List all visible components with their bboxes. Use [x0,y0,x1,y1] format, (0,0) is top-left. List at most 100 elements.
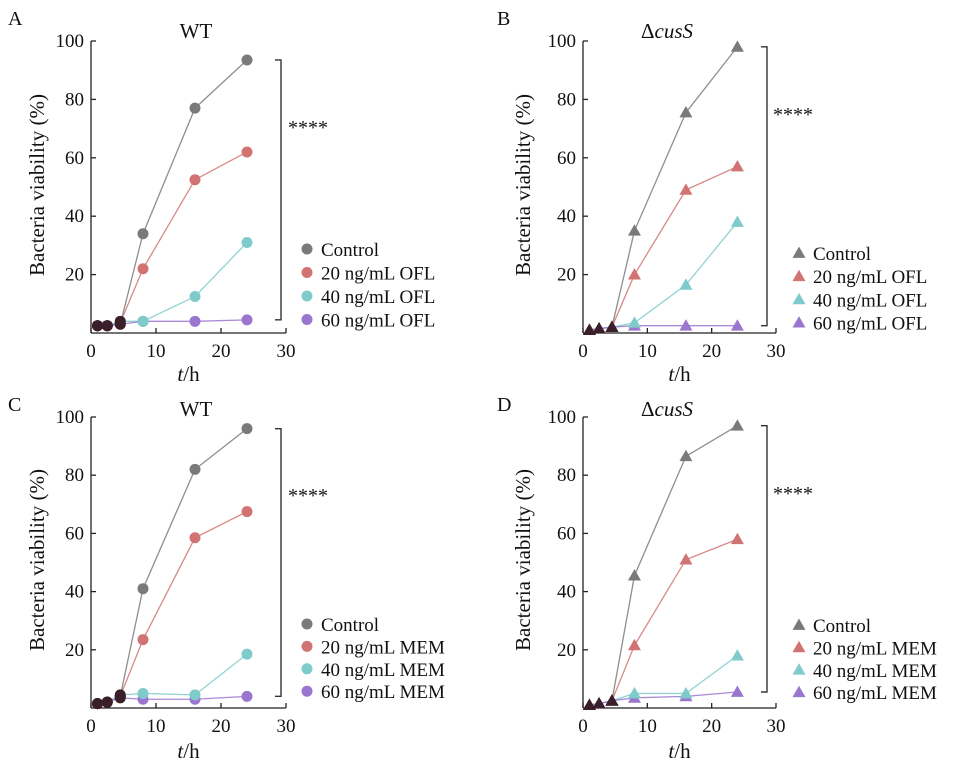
data-point [730,160,744,172]
chart-panel-c: C WT 20 40 60 80 100 0 10 20 30 Bacteria viability … [8,394,445,763]
data-point [582,698,596,710]
data-point [679,319,693,331]
significance-label: **** [288,485,328,507]
legend-marker [792,640,806,653]
y-tick-label: 20 [557,640,576,661]
y-tick-label: 60 [557,148,576,169]
y-tick-label: 40 [65,206,84,227]
legend-marker [301,314,313,325]
data-point [592,697,606,709]
series-line-2 [97,242,248,327]
x-axis-title-unit: /h [674,362,691,386]
data-point [730,685,744,697]
data-point [241,314,253,326]
significance-bracket [275,427,282,698]
significance-label: **** [773,483,813,505]
data-point [137,228,149,240]
x-axis-title: t/h [177,739,200,763]
data-point [101,320,113,332]
panel-title: WT [180,19,213,43]
data-point [92,320,103,332]
legend-marker [792,663,806,675]
series-line-2 [589,221,738,331]
significance-bracket [761,46,768,327]
panel-title-strain: cusS [655,19,694,43]
x-tick-label: 30 [767,341,786,362]
data-point [592,322,606,334]
data-point [92,698,103,710]
chart-panel-d: D ΔcusS 20 40 60 80 100 0 10 20 30 Bacteria viabili… [497,394,937,763]
y-tick-label: 80 [557,89,576,110]
data-point [189,689,201,701]
data-point [241,146,253,158]
data-point [241,506,253,518]
data-point [679,183,693,195]
data-point [605,694,619,706]
x-tick-label: 10 [147,341,166,362]
data-point [137,634,149,646]
x-tick-label: 30 [277,341,296,362]
data-point [627,686,641,699]
legend-label: 20 ng/mL MEM [321,637,445,658]
data-point [137,263,149,275]
legend-marker [792,269,806,282]
legend-label: 40 ng/mL OFL [321,287,435,308]
x-tick-label: 30 [277,716,296,737]
data-point [114,318,126,330]
y-axis-title: Bacteria viability (%) [25,94,49,276]
significance-label: **** [773,104,813,126]
panel-title-delta: Δ [641,397,655,421]
data-point [627,569,641,581]
data-point [114,690,126,702]
x-axis-title-unit: /h [183,739,200,763]
data-point [137,687,149,699]
y-axis-title: Bacteria viability (%) [511,469,535,651]
x-tick-label: 10 [147,716,166,737]
chart-panel-a: A WT 20 40 60 80 100 0 10 20 30 Bacteria viability … [8,8,435,386]
legend-label: 60 ng/mL OFL [813,314,927,335]
y-tick-label: 80 [65,465,84,486]
y-tick-label: 80 [65,89,84,110]
legend-label: 40 ng/mL OFL [813,290,927,311]
y-axis-title: Bacteria viability (%) [25,469,49,651]
x-tick-label: 20 [702,716,721,737]
data-point [189,291,201,302]
x-tick-label: 20 [702,341,721,362]
legend-label: 40 ng/mL MEM [813,661,937,682]
y-tick-label: 60 [65,148,84,169]
data-point [582,323,596,335]
legend-label: 60 ng/mL MEM [813,683,937,704]
data-point [730,319,744,331]
data-point [189,315,201,327]
data-point [730,40,744,52]
data-point [730,649,744,661]
x-axis-title-var: t [668,362,675,386]
legend-label: 60 ng/mL MEM [321,682,445,703]
data-point [730,215,744,227]
data-point [627,224,641,236]
x-tick-label: 20 [212,716,231,737]
data-point [189,463,201,475]
x-tick-label: 10 [638,716,657,737]
legend-label: Control [813,616,871,637]
legend-marker [301,290,313,302]
y-tick-label: 20 [65,640,84,661]
legend-label: 20 ng/mL OFL [813,267,927,288]
data-point [679,553,693,565]
legend-marker [792,292,806,305]
series-line-1 [589,538,738,706]
x-tick-label: 0 [578,716,588,737]
panel-letter: C [8,394,21,416]
legend-marker [301,640,313,652]
data-point [241,648,253,660]
data-point [627,316,641,328]
y-tick-label: 100 [548,407,577,428]
x-axis-title: t/h [177,362,200,386]
x-axis-title: t/h [668,362,691,386]
y-tick-label: 100 [548,31,577,52]
data-point [189,102,201,114]
y-tick-label: 40 [557,206,576,227]
y-tick-label: 100 [56,31,85,52]
